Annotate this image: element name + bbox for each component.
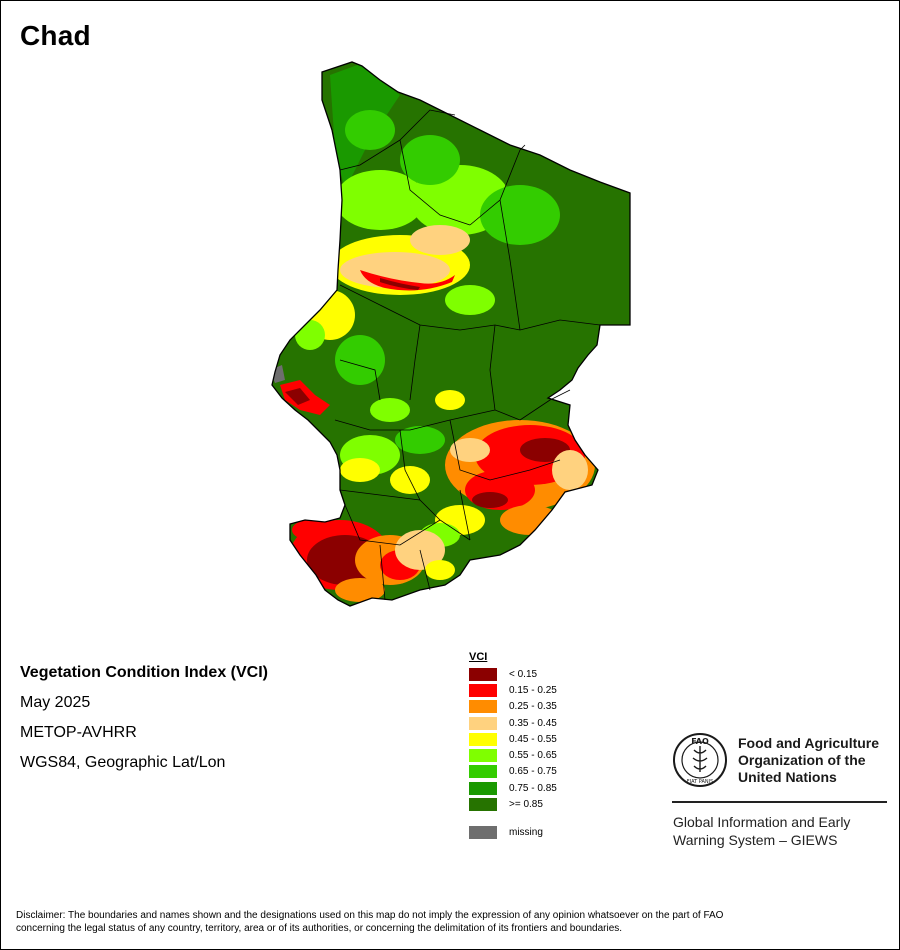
legend-label: 0.65 - 0.75 <box>509 766 557 778</box>
legend-row: 0.55 - 0.65 <box>469 747 557 763</box>
fao-logo: FAO FIAT PANIS <box>673 733 727 787</box>
legend-row: 0.45 - 0.55 <box>469 731 557 747</box>
map-title: Chad <box>20 20 91 51</box>
legend-label-missing: missing <box>509 827 543 839</box>
legend-row: 0.75 - 0.85 <box>469 780 557 796</box>
legend-row: < 0.15 <box>469 666 557 682</box>
legend-label: < 0.15 <box>509 668 538 680</box>
legend-label: >= 0.85 <box>509 799 543 811</box>
legend-swatch-missing <box>469 826 497 840</box>
legend-row: 0.65 - 0.75 <box>469 764 557 780</box>
legend-swatch <box>469 732 497 746</box>
legend-swatch <box>469 667 497 681</box>
vci-raster <box>272 62 630 606</box>
fao-name-line-1: Food and Agriculture <box>738 735 880 751</box>
giews-line-1: Global Information and Early <box>673 814 851 830</box>
legend-swatch <box>469 781 497 795</box>
legend-label: 0.45 - 0.55 <box>509 733 557 745</box>
legend-swatch <box>469 798 497 812</box>
vci-legend: VCI < 0.15 0.15 - 0.25 0.25 - 0.35 0.35 - 0… <box>469 651 557 841</box>
legend-label: 0.75 - 0.85 <box>509 782 557 794</box>
fao-logo-motto: FIAT PANIS <box>687 779 714 785</box>
legend-label: 0.35 - 0.45 <box>509 717 557 729</box>
legend-swatch <box>469 716 497 730</box>
legend-row: 0.35 - 0.45 <box>469 715 557 731</box>
legend-label: 0.25 - 0.35 <box>509 701 557 713</box>
fao-org-name: Food and Agriculture Organization of the… <box>738 735 898 786</box>
disclaimer-line-1: Disclaimer: The boundaries and names sho… <box>16 910 724 921</box>
fao-name-line-3: United Nations <box>738 769 837 785</box>
legend-title: VCI <box>469 651 488 663</box>
legend-row-missing: missing <box>469 825 557 841</box>
giews-line-2: Warning System – GIEWS <box>673 832 838 848</box>
legend-label: 0.15 - 0.25 <box>509 684 557 696</box>
legend-swatch <box>469 765 497 779</box>
legend-label: 0.55 - 0.65 <box>509 750 557 762</box>
admin-boundaries <box>334 109 601 601</box>
legend-swatch <box>469 700 497 714</box>
chad-vci-map <box>271 61 631 607</box>
period-label: May 2025 <box>20 694 91 711</box>
legend-row: 0.15 - 0.25 <box>469 682 557 698</box>
projection-label: WGS84, Geographic Lat/Lon <box>20 754 226 771</box>
sensor-label: METOP-AVHRR <box>20 724 137 741</box>
fao-divider <box>672 801 887 803</box>
fao-name-line-2: Organization of the <box>738 752 866 768</box>
giews-label: Global Information and Early Warning Sys… <box>673 813 893 849</box>
map-info: Vegetation Condition Index (VCI) May 202… <box>20 658 268 778</box>
legend-row: 0.25 - 0.35 <box>469 699 557 715</box>
legend-row: >= 0.85 <box>469 796 557 812</box>
disclaimer: Disclaimer: The boundaries and names sho… <box>16 909 886 935</box>
legend-swatch <box>469 749 497 763</box>
disclaimer-line-2: concerning the legal status of any count… <box>16 923 623 934</box>
index-title: Vegetation Condition Index (VCI) <box>20 664 268 681</box>
legend-swatch <box>469 683 497 697</box>
fao-logo-text: FAO <box>691 737 709 746</box>
legend-classes: < 0.15 0.15 - 0.25 0.25 - 0.35 0.35 - 0.45 0… <box>469 666 557 813</box>
